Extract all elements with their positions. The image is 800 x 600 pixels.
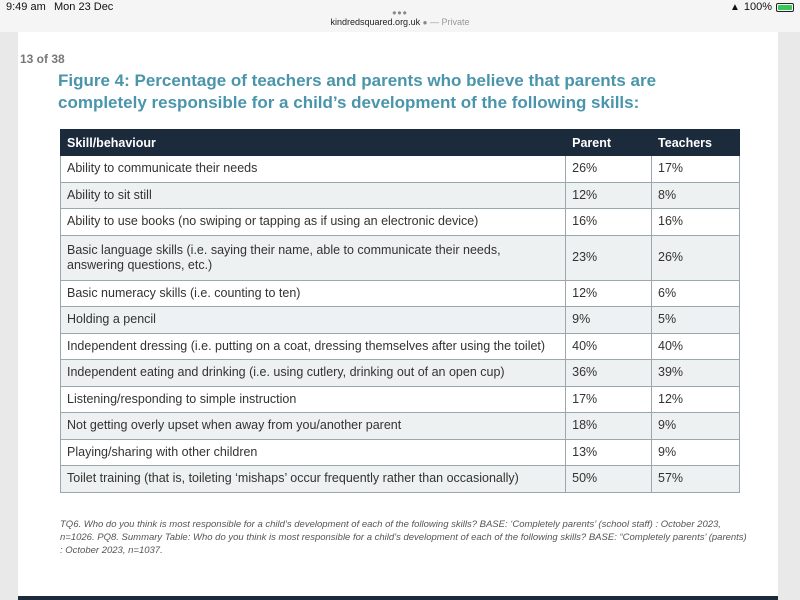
battery-percent: 100%: [743, 1, 772, 13]
table-row: Not getting overly upset when away from …: [59, 412, 740, 440]
cell-parent: 50%: [565, 465, 653, 493]
header-parent: Parent: [565, 129, 653, 156]
battery-icon: [776, 2, 794, 12]
table-row: Listening/responding to simple instructi…: [59, 385, 740, 413]
cell-skill: Playing/sharing with other children: [59, 438, 567, 466]
cell-skill: Basic language skills (i.e. saying their…: [59, 234, 567, 281]
cell-parent: 17%: [565, 385, 653, 413]
cell-teachers: 6%: [651, 279, 740, 307]
header-skill: Skill/behaviour: [59, 129, 567, 156]
cell-parent: 26%: [565, 155, 653, 183]
cell-parent: 18%: [565, 412, 653, 440]
table-row: Independent dressing (i.e. putting on a …: [59, 332, 740, 360]
page-counter: 13 of 38: [20, 52, 65, 66]
private-label: — Private: [429, 17, 470, 27]
table-row: Independent eating and drinking (i.e. us…: [59, 359, 740, 387]
status-time: 9:49 am: [6, 1, 46, 13]
cell-skill: Ability to use books (no swiping or tapp…: [59, 208, 567, 236]
cell-teachers: 39%: [651, 359, 740, 387]
table-row: Toilet training (that is, toileting ‘mis…: [59, 465, 740, 493]
address-bar[interactable]: ••• kindredsquared.org.uk ● — Private: [0, 6, 800, 32]
table-row: Playing/sharing with other children 13% …: [59, 438, 740, 466]
footnote: TQ6. Who do you think is most responsibl…: [60, 519, 747, 556]
status-bar: 9:49 am Mon 23 Dec ▲ 100%: [0, 0, 800, 14]
table-row: Basic numeracy skills (i.e. counting to …: [59, 279, 740, 307]
cell-skill: Independent dressing (i.e. putting on a …: [59, 332, 567, 360]
cell-teachers: 26%: [651, 234, 740, 281]
cell-teachers: 9%: [651, 438, 740, 466]
cell-skill: Listening/responding to simple instructi…: [59, 385, 567, 413]
bottom-band: [18, 596, 778, 600]
cell-teachers: 57%: [651, 465, 740, 493]
header-teachers: Teachers: [651, 129, 740, 156]
cell-skill: Toilet training (that is, toileting ‘mis…: [59, 465, 567, 493]
cell-parent: 9%: [565, 306, 653, 334]
url-line: kindredsquared.org.uk ● — Private: [0, 17, 800, 27]
lock-icon: ●: [422, 18, 428, 27]
cell-skill: Independent eating and drinking (i.e. us…: [59, 359, 567, 387]
skills-table: Skill/behaviour Parent Teachers Ability …: [59, 129, 740, 493]
cell-teachers: 8%: [651, 181, 740, 209]
more-dots-icon[interactable]: •••: [392, 6, 408, 20]
cell-skill: Not getting overly upset when away from …: [59, 412, 567, 440]
document-page: 13 of 38 Figure 4: Percentage of teacher…: [18, 32, 778, 600]
cell-parent: 23%: [565, 234, 653, 281]
cell-parent: 36%: [565, 359, 653, 387]
cell-teachers: 9%: [651, 412, 740, 440]
status-date: Mon 23 Dec: [54, 1, 114, 13]
wifi-icon: ▲: [729, 1, 740, 13]
table-row: Ability to use books (no swiping or tapp…: [59, 208, 740, 236]
cell-parent: 16%: [565, 208, 653, 236]
table-row: Ability to sit still 12% 8%: [59, 181, 740, 209]
table-header-row: Skill/behaviour Parent Teachers: [59, 129, 740, 156]
cell-teachers: 12%: [651, 385, 740, 413]
cell-parent: 12%: [565, 279, 653, 307]
figure-title: Figure 4: Percentage of teachers and par…: [58, 71, 657, 112]
table-row: Holding a pencil 9% 5%: [59, 306, 740, 334]
url-text: kindredsquared.org.uk: [330, 17, 421, 27]
table-row: Basic language skills (i.e. saying their…: [59, 234, 740, 281]
cell-teachers: 5%: [651, 306, 740, 334]
cell-skill: Basic numeracy skills (i.e. counting to …: [59, 279, 567, 307]
battery-fill: [778, 4, 792, 10]
cell-parent: 40%: [565, 332, 653, 360]
cell-parent: 13%: [565, 438, 653, 466]
cell-teachers: 17%: [651, 155, 740, 183]
table-row: Ability to communicate their needs 26% 1…: [59, 155, 740, 183]
cell-teachers: 16%: [651, 208, 740, 236]
cell-teachers: 40%: [651, 332, 740, 360]
status-indicators: ▲ 100%: [730, 1, 794, 13]
cell-skill: Holding a pencil: [59, 306, 567, 334]
cell-parent: 12%: [565, 181, 653, 209]
cell-skill: Ability to sit still: [59, 181, 567, 209]
cell-skill: Ability to communicate their needs: [59, 155, 567, 183]
